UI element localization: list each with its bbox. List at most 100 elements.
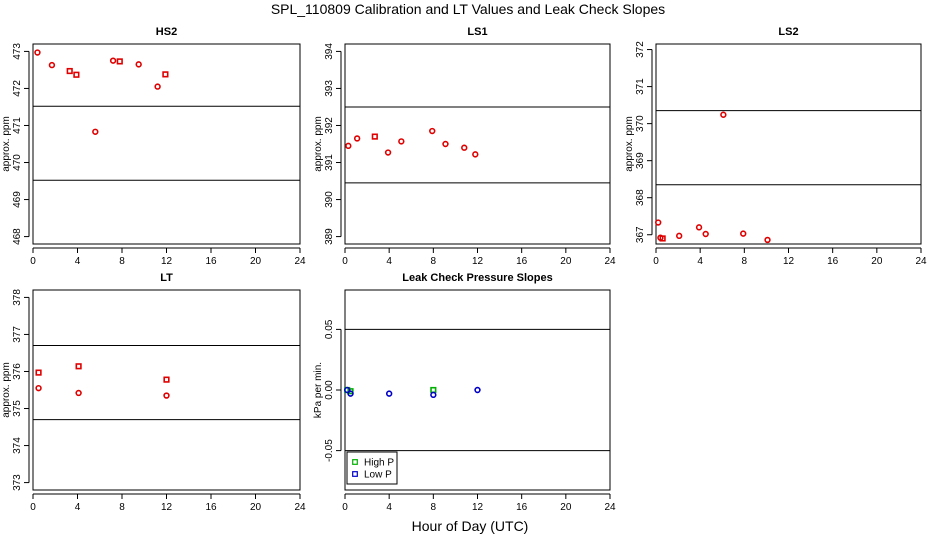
y-tick-label: 372: [635, 41, 646, 58]
data-point: [720, 111, 727, 118]
data-point: [655, 219, 662, 226]
data-point: [430, 391, 437, 399]
x-tick-label: 12: [161, 502, 173, 513]
data-point: [109, 57, 117, 64]
x-tick-label: 8: [119, 256, 125, 267]
y-tick-label: 469: [12, 191, 23, 208]
data-point: [702, 230, 709, 238]
x-tick-label: 0: [342, 256, 348, 267]
x-tick-label: 8: [431, 256, 437, 267]
y-axis-label: approx. ppm: [313, 116, 324, 172]
y-axis-label: approx. ppm: [1, 362, 12, 418]
legend-marker: [352, 459, 358, 465]
x-tick-label: 0: [653, 256, 659, 267]
data-point: [163, 392, 170, 399]
x-tick-label: 16: [516, 256, 528, 267]
y-tick-label: 376: [12, 363, 23, 380]
y-tick-label: 393: [324, 80, 335, 97]
data-point: [135, 61, 142, 68]
x-tick-label: 20: [560, 502, 572, 513]
x-tick-label: 24: [294, 502, 306, 513]
y-tick-label: 368: [635, 189, 646, 206]
data-point: [34, 49, 41, 56]
x-tick-label: 12: [783, 256, 795, 267]
data-point: [48, 61, 56, 69]
y-tick-label: 369: [635, 152, 646, 169]
panel-ls1: LS1 0 4 8 12 16 20 24 389 390 391 392 393 394 approx. …: [313, 26, 616, 267]
y-tick-label: 468: [12, 228, 23, 245]
panel-leak: Leak Check Pressure Slopes 0 4 8 12 16 20 24 -0.…: [313, 272, 616, 513]
plot-frame: [32, 43, 301, 245]
data-point: [384, 149, 392, 156]
x-tick-label: 20: [250, 502, 262, 513]
data-point: [472, 151, 479, 158]
y-tick-label: 473: [12, 43, 23, 60]
panel-title: HS2: [156, 26, 177, 38]
x-tick-label: 0: [30, 502, 36, 513]
y-axis-label: kPa per min.: [313, 362, 324, 418]
data-point: [740, 230, 747, 237]
x-tick-label: 12: [472, 502, 484, 513]
x-tick-label: 16: [516, 502, 528, 513]
plot-frame: [344, 43, 611, 245]
x-tick-label: 8: [119, 502, 125, 513]
data-point: [353, 135, 361, 142]
data-point: [75, 363, 82, 370]
panel-title: Leak Check Pressure Slopes: [402, 272, 552, 284]
legend-label: High P: [364, 458, 394, 469]
y-tick-label: 391: [324, 154, 335, 171]
data-point: [461, 144, 468, 151]
y-axis-label: approx. ppm: [1, 116, 12, 172]
data-point: [442, 140, 449, 148]
data-point: [35, 369, 42, 376]
x-tick-label: 12: [472, 256, 484, 267]
x-tick-label: 20: [560, 256, 572, 267]
panel-title: LS1: [467, 26, 487, 38]
x-tick-label: 8: [742, 256, 748, 267]
x-tick-label: 24: [604, 502, 616, 513]
data-point: [345, 142, 352, 150]
y-tick-label: 370: [635, 115, 646, 132]
y-tick-label: 0.00: [324, 380, 335, 400]
y-tick-label: -0.05: [324, 439, 335, 462]
x-tick-label: 16: [205, 256, 217, 267]
x-tick-label: 20: [871, 256, 883, 267]
y-tick-label: 367: [635, 226, 646, 243]
legend-marker: [352, 471, 358, 477]
data-point: [474, 386, 481, 394]
plot-frame: [655, 43, 922, 245]
x-tick-label: 24: [294, 256, 306, 267]
data-point: [659, 235, 666, 242]
x-tick-label: 20: [250, 256, 262, 267]
panel-title: LT: [160, 272, 173, 284]
x-tick-label: 12: [161, 256, 173, 267]
y-tick-label: 472: [12, 80, 23, 97]
data-point: [344, 386, 351, 394]
data-point: [347, 388, 354, 395]
figure-title: SPL_110809 Calibration and LT Values and…: [270, 1, 666, 17]
x-tick-label: 16: [205, 502, 217, 513]
x-tick-label: 4: [386, 502, 392, 513]
data-point: [430, 386, 437, 394]
data-point: [429, 127, 436, 135]
y-tick-label: 371: [635, 78, 646, 95]
data-point: [154, 83, 161, 90]
y-tick-label: 389: [324, 228, 335, 245]
data-point: [385, 390, 393, 397]
data-point: [116, 58, 123, 65]
data-point: [163, 376, 170, 383]
x-tick-label: 0: [342, 502, 348, 513]
legend-box: [346, 451, 398, 485]
data-point: [347, 390, 354, 397]
y-tick-label: 390: [324, 191, 335, 208]
data-point: [695, 224, 703, 231]
x-tick-label: 4: [697, 256, 703, 267]
data-point: [66, 67, 73, 75]
y-tick-label: 373: [12, 474, 23, 491]
legend-label: Low P: [364, 470, 392, 481]
data-point: [75, 389, 82, 397]
y-axis-label: approx. ppm: [624, 116, 635, 172]
panel-hs2: HS2 0 4 8 12 16 20 24 468 469 470 471 472 473 approx. …: [1, 26, 306, 267]
